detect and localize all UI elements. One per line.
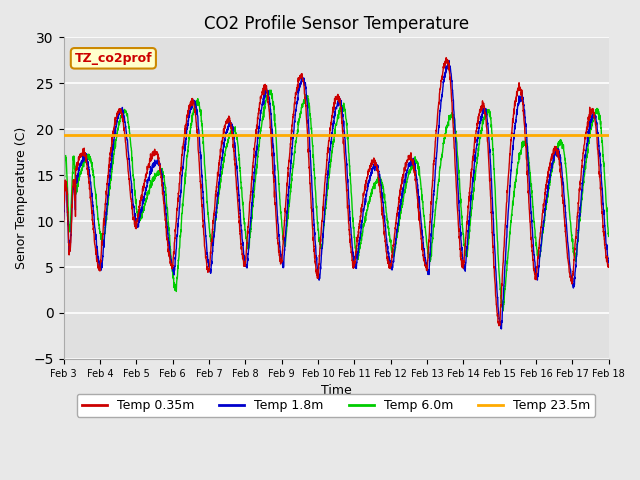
- X-axis label: Time: Time: [321, 384, 351, 397]
- Legend: Temp 0.35m, Temp 1.8m, Temp 6.0m, Temp 23.5m: Temp 0.35m, Temp 1.8m, Temp 6.0m, Temp 2…: [77, 394, 595, 417]
- Text: TZ_co2prof: TZ_co2prof: [74, 52, 152, 65]
- Y-axis label: Senor Temperature (C): Senor Temperature (C): [15, 127, 28, 269]
- Title: CO2 Profile Sensor Temperature: CO2 Profile Sensor Temperature: [204, 15, 468, 33]
